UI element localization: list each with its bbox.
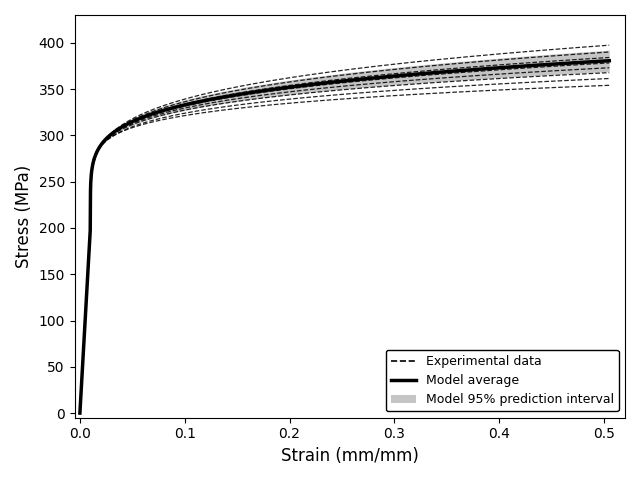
Legend: Experimental data, Model average, Model 95% prediction interval: Experimental data, Model average, Model … — [386, 350, 619, 411]
X-axis label: Strain (mm/mm): Strain (mm/mm) — [281, 447, 419, 465]
Y-axis label: Stress (MPa): Stress (MPa) — [15, 165, 33, 268]
